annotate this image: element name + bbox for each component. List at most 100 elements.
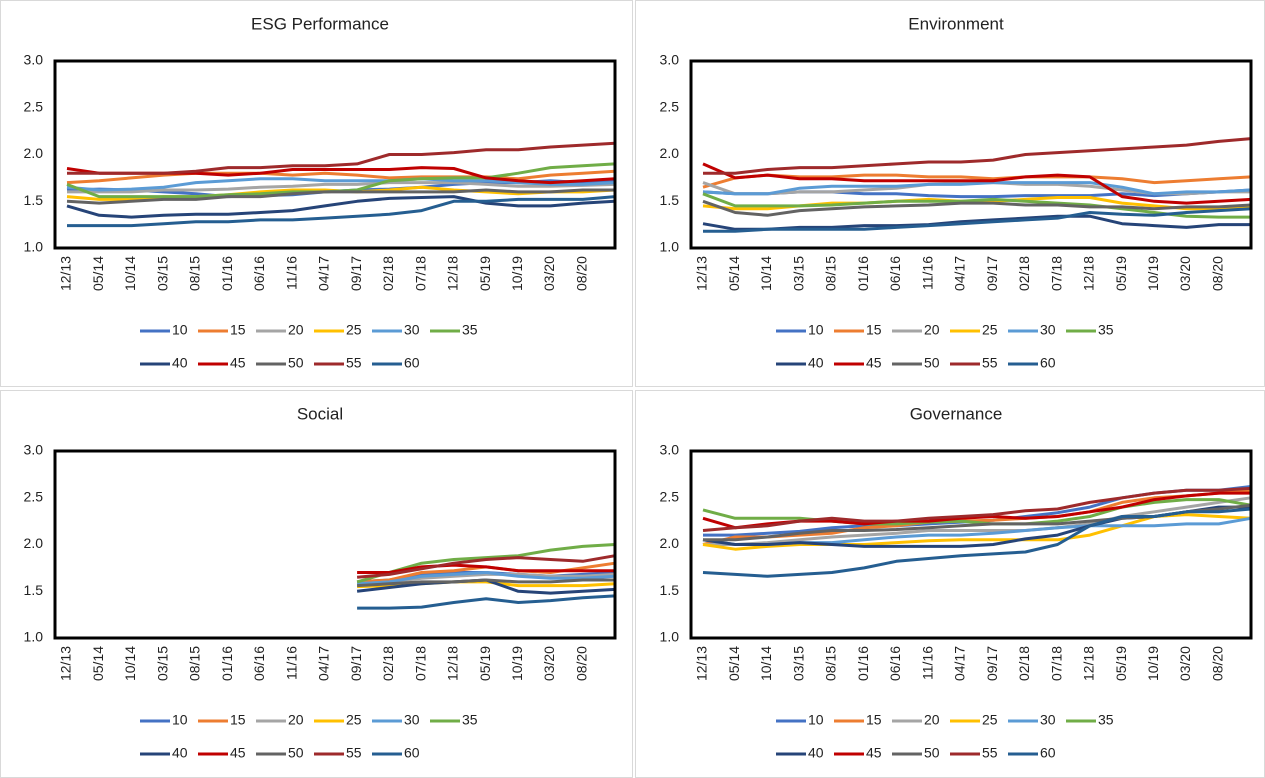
legend-label: 30 — [404, 712, 420, 728]
x-tick-label: 09/17 — [984, 646, 1000, 681]
series-line — [66, 169, 616, 185]
legend-label: 10 — [808, 712, 824, 728]
x-tick-label: 02/18 — [1016, 256, 1032, 291]
x-tick-label: 08/15 — [823, 646, 839, 681]
x-tick-label: 06/16 — [251, 256, 267, 291]
series-line — [702, 173, 1252, 189]
x-tick-label: 11/16 — [283, 256, 299, 290]
series-line — [66, 188, 615, 205]
series-line — [703, 207, 1252, 233]
plot-area — [689, 59, 1253, 250]
legend-label: 20 — [288, 712, 304, 728]
x-tick-label: 10/19 — [509, 646, 525, 681]
y-tick-label: 1.5 — [660, 192, 680, 208]
legend-label: 35 — [462, 712, 478, 728]
x-tick-label: 12/18 — [445, 256, 461, 291]
y-tick-label: 2.5 — [660, 488, 680, 504]
legend-label: 20 — [924, 712, 940, 728]
legend-label: 30 — [404, 322, 420, 338]
x-tick-label: 10/14 — [122, 256, 138, 291]
x-tick-label: 05/19 — [1113, 256, 1129, 291]
x-tick-label: 03/20 — [1177, 256, 1193, 291]
y-tick-label: 2.0 — [24, 535, 44, 551]
y-tick-label: 1.5 — [660, 582, 680, 598]
y-tick-label: 2.0 — [660, 145, 680, 161]
y-tick-label: 1.5 — [24, 192, 44, 208]
series-line — [703, 137, 1252, 175]
x-tick-label: 05/14 — [90, 256, 106, 291]
legend-label: 45 — [230, 745, 246, 761]
x-tick-label: 12/18 — [1081, 256, 1097, 291]
legend-label: 50 — [288, 745, 304, 761]
series-line — [66, 177, 616, 192]
legend-label: 25 — [982, 322, 998, 338]
x-tick-label: 03/20 — [541, 256, 557, 291]
legend-label: 25 — [982, 712, 998, 728]
x-tick-label: 01/16 — [855, 256, 871, 291]
series-line — [702, 192, 1251, 219]
series-line — [357, 578, 615, 588]
legend-label: 50 — [288, 355, 304, 371]
legend-label: 45 — [866, 355, 882, 371]
series-line — [357, 571, 616, 586]
x-tick-label: 12/13 — [58, 256, 74, 291]
x-tick-label: 09/17 — [348, 646, 364, 681]
y-tick-label: 1.0 — [660, 629, 680, 645]
x-tick-label: 03/20 — [541, 646, 557, 681]
x-tick-label: 03/15 — [154, 256, 170, 291]
x-tick-label: 11/16 — [919, 646, 935, 680]
series-line — [702, 498, 1252, 526]
y-tick-label: 1.5 — [24, 582, 44, 598]
y-tick-label: 2.5 — [24, 488, 44, 504]
series-line — [702, 181, 1252, 196]
legend-label: 40 — [808, 355, 824, 371]
series-line — [356, 554, 616, 579]
y-tick-label: 1.0 — [660, 239, 680, 255]
legend-label: 30 — [1040, 322, 1056, 338]
x-tick-label: 05/19 — [1113, 646, 1129, 681]
x-tick-label: 02/18 — [380, 256, 396, 291]
x-tick-label: 04/17 — [316, 646, 332, 681]
x-tick-label: 02/18 — [1016, 646, 1032, 681]
x-tick-label: 10/19 — [1145, 646, 1161, 681]
x-tick-label: 06/16 — [887, 256, 903, 291]
legend-label: 50 — [924, 745, 940, 761]
y-tick-label: 2.5 — [24, 98, 44, 114]
x-tick-label: 07/18 — [412, 256, 428, 291]
x-tick-label: 05/19 — [477, 256, 493, 291]
legend-label: 35 — [1098, 322, 1114, 338]
y-tick-label: 3.0 — [24, 442, 44, 458]
y-tick-label: 2.0 — [660, 535, 680, 551]
series-line — [66, 195, 616, 219]
x-tick-label: 08/15 — [187, 256, 203, 291]
legend-label: 35 — [1098, 712, 1114, 728]
legend-label: 55 — [346, 355, 362, 371]
chart-title: ESG Performance — [251, 14, 389, 33]
legend-label: 35 — [462, 322, 478, 338]
panel — [635, 390, 1265, 778]
legend-label: 40 — [808, 745, 824, 761]
x-tick-label: 02/18 — [380, 646, 396, 681]
legend-label: 40 — [172, 745, 188, 761]
x-tick-label: 09/17 — [984, 256, 1000, 291]
series-line — [702, 199, 1252, 217]
x-tick-label: 01/16 — [219, 256, 235, 291]
x-tick-label: 12/13 — [694, 646, 710, 681]
x-tick-label: 08/15 — [187, 646, 203, 681]
series-line — [67, 141, 616, 175]
x-tick-label: 08/20 — [573, 256, 589, 291]
x-tick-label: 10/14 — [122, 646, 138, 681]
x-tick-label: 10/19 — [1145, 256, 1161, 291]
y-tick-label: 1.0 — [24, 239, 44, 255]
x-tick-label: 05/14 — [726, 646, 742, 681]
series-line — [702, 486, 1252, 532]
x-tick-label: 12/13 — [58, 646, 74, 681]
x-tick-label: 06/16 — [251, 646, 267, 681]
plot-area — [53, 449, 617, 640]
series-line — [67, 181, 616, 194]
series-line — [702, 162, 1252, 205]
x-tick-label: 11/16 — [919, 256, 935, 290]
x-tick-label: 08/20 — [573, 646, 589, 681]
y-tick-label: 1.0 — [24, 629, 44, 645]
x-tick-label: 03/20 — [1177, 646, 1193, 681]
